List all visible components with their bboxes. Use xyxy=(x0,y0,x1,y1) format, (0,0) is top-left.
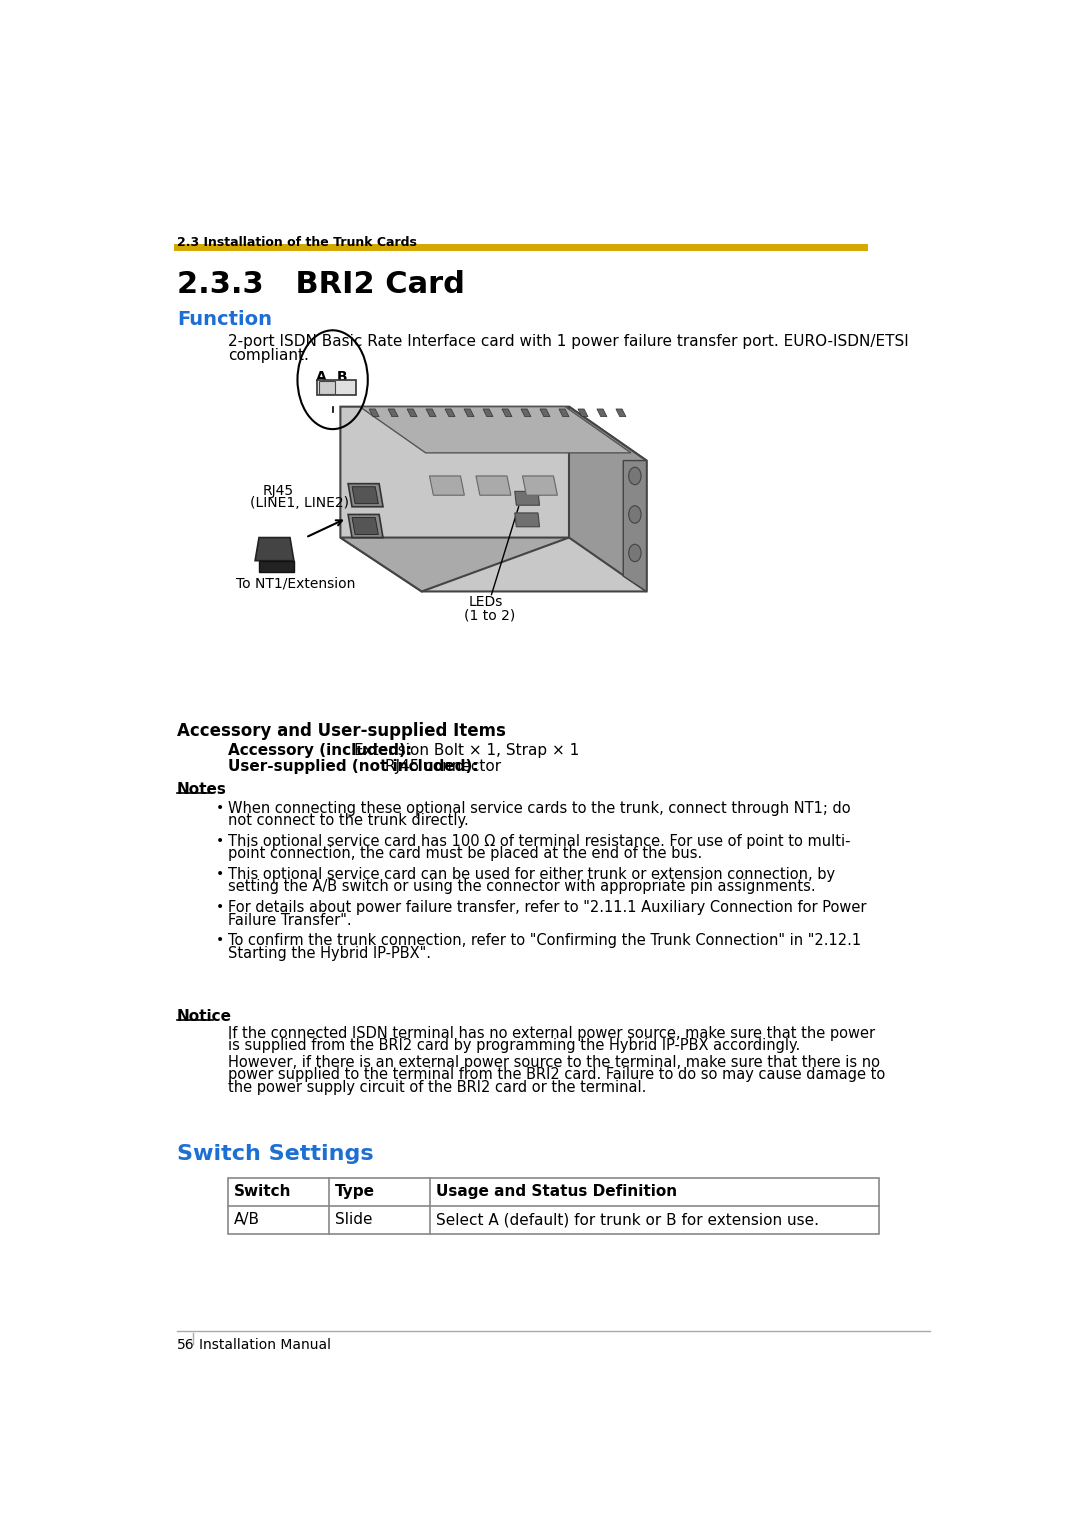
Text: Usage and Status Definition: Usage and Status Definition xyxy=(435,1184,677,1199)
Polygon shape xyxy=(426,410,436,417)
Polygon shape xyxy=(464,410,474,417)
Text: power supplied to the terminal from the BRI2 card. Failure to do so may cause da: power supplied to the terminal from the … xyxy=(228,1068,886,1082)
Text: compliant.: compliant. xyxy=(228,348,309,364)
Text: Starting the Hybrid IP-PBX".: Starting the Hybrid IP-PBX". xyxy=(228,946,431,961)
Circle shape xyxy=(629,506,642,523)
Polygon shape xyxy=(540,410,550,417)
Text: 2.3.3   BRI2 Card: 2.3.3 BRI2 Card xyxy=(177,269,464,298)
Text: This optional service card can be used for either trunk or extension connection,: This optional service card can be used f… xyxy=(228,866,835,882)
Polygon shape xyxy=(318,380,356,396)
Text: •: • xyxy=(216,801,225,814)
Text: RJ45 connector: RJ45 connector xyxy=(386,759,501,775)
Polygon shape xyxy=(515,492,540,506)
Text: the power supply circuit of the BRI2 card or the terminal.: the power supply circuit of the BRI2 car… xyxy=(228,1080,646,1094)
Text: For details about power failure transfer, refer to "2.11.1 Auxiliary Connection : For details about power failure transfer… xyxy=(228,900,866,915)
Polygon shape xyxy=(360,406,631,452)
Text: (1 to 2): (1 to 2) xyxy=(464,608,515,622)
Polygon shape xyxy=(569,406,647,591)
Text: Extension Bolt × 1, Strap × 1: Extension Bolt × 1, Strap × 1 xyxy=(354,743,580,758)
Polygon shape xyxy=(616,410,626,417)
Polygon shape xyxy=(515,513,540,527)
Polygon shape xyxy=(476,475,511,495)
Text: •: • xyxy=(216,834,225,848)
Text: User-supplied (not included):: User-supplied (not included): xyxy=(228,759,478,775)
Text: setting the A/B switch or using the connector with appropriate pin assignments.: setting the A/B switch or using the conn… xyxy=(228,880,815,894)
Text: Switch Settings: Switch Settings xyxy=(177,1144,374,1164)
Text: To NT1/Extension: To NT1/Extension xyxy=(235,576,355,590)
Polygon shape xyxy=(523,475,557,495)
Polygon shape xyxy=(319,382,335,394)
Polygon shape xyxy=(521,410,531,417)
Text: If the connected ISDN terminal has no external power source, make sure that the : If the connected ISDN terminal has no ex… xyxy=(228,1025,875,1041)
Polygon shape xyxy=(483,410,494,417)
Text: •: • xyxy=(216,866,225,882)
Text: Select A (default) for trunk or B for extension use.: Select A (default) for trunk or B for ex… xyxy=(435,1212,819,1227)
Text: A: A xyxy=(315,370,326,385)
Text: •: • xyxy=(216,934,225,947)
Polygon shape xyxy=(407,410,417,417)
Text: However, if there is an external power source to the terminal, make sure that th: However, if there is an external power s… xyxy=(228,1054,880,1070)
Polygon shape xyxy=(388,410,399,417)
Polygon shape xyxy=(352,487,378,504)
Polygon shape xyxy=(502,410,512,417)
Polygon shape xyxy=(352,518,378,535)
Polygon shape xyxy=(348,484,383,507)
Text: Notes: Notes xyxy=(177,782,227,798)
Polygon shape xyxy=(340,538,569,591)
Polygon shape xyxy=(369,410,379,417)
Text: A/B: A/B xyxy=(234,1212,260,1227)
Text: To confirm the trunk connection, refer to "Confirming the Trunk Connection" in ": To confirm the trunk connection, refer t… xyxy=(228,934,861,949)
Circle shape xyxy=(629,544,642,562)
Text: Function: Function xyxy=(177,310,272,330)
Text: Notice: Notice xyxy=(177,1008,232,1024)
Polygon shape xyxy=(623,460,647,591)
Text: Slide: Slide xyxy=(335,1212,373,1227)
Text: Type: Type xyxy=(335,1184,375,1199)
Text: (LINE1, LINE2): (LINE1, LINE2) xyxy=(249,497,349,510)
Text: is supplied from the BRI2 card by programming the Hybrid IP-PBX accordingly.: is supplied from the BRI2 card by progra… xyxy=(228,1038,800,1053)
Text: LEDs: LEDs xyxy=(469,596,502,610)
Text: 56: 56 xyxy=(177,1339,194,1352)
Polygon shape xyxy=(348,515,383,538)
Polygon shape xyxy=(430,475,464,495)
Polygon shape xyxy=(578,410,588,417)
Bar xyxy=(228,1178,879,1233)
Text: Installation Manual: Installation Manual xyxy=(200,1339,332,1352)
Text: 2.3 Installation of the Trunk Cards: 2.3 Installation of the Trunk Cards xyxy=(177,235,417,249)
Text: Accessory and User-supplied Items: Accessory and User-supplied Items xyxy=(177,723,505,741)
Circle shape xyxy=(629,468,642,484)
Polygon shape xyxy=(445,410,455,417)
Text: B: B xyxy=(337,370,347,385)
Text: not connect to the trunk directly.: not connect to the trunk directly. xyxy=(228,813,469,828)
Text: Switch: Switch xyxy=(234,1184,292,1199)
Polygon shape xyxy=(255,538,294,561)
Text: This optional service card has 100 Ω of terminal resistance. For use of point to: This optional service card has 100 Ω of … xyxy=(228,834,851,850)
Text: •: • xyxy=(216,900,225,914)
Text: Accessory (included):: Accessory (included): xyxy=(228,743,413,758)
Polygon shape xyxy=(559,410,569,417)
Text: point connection, the card must be placed at the end of the bus.: point connection, the card must be place… xyxy=(228,847,702,862)
Text: 2-port ISDN Basic Rate Interface card with 1 power failure transfer port. EURO-I: 2-port ISDN Basic Rate Interface card wi… xyxy=(228,335,908,350)
Polygon shape xyxy=(340,406,647,591)
Text: When connecting these optional service cards to the trunk, connect through NT1; : When connecting these optional service c… xyxy=(228,801,851,816)
Text: RJ45: RJ45 xyxy=(262,484,294,498)
Polygon shape xyxy=(597,410,607,417)
Polygon shape xyxy=(259,561,294,571)
Text: Failure Transfer".: Failure Transfer". xyxy=(228,912,352,927)
